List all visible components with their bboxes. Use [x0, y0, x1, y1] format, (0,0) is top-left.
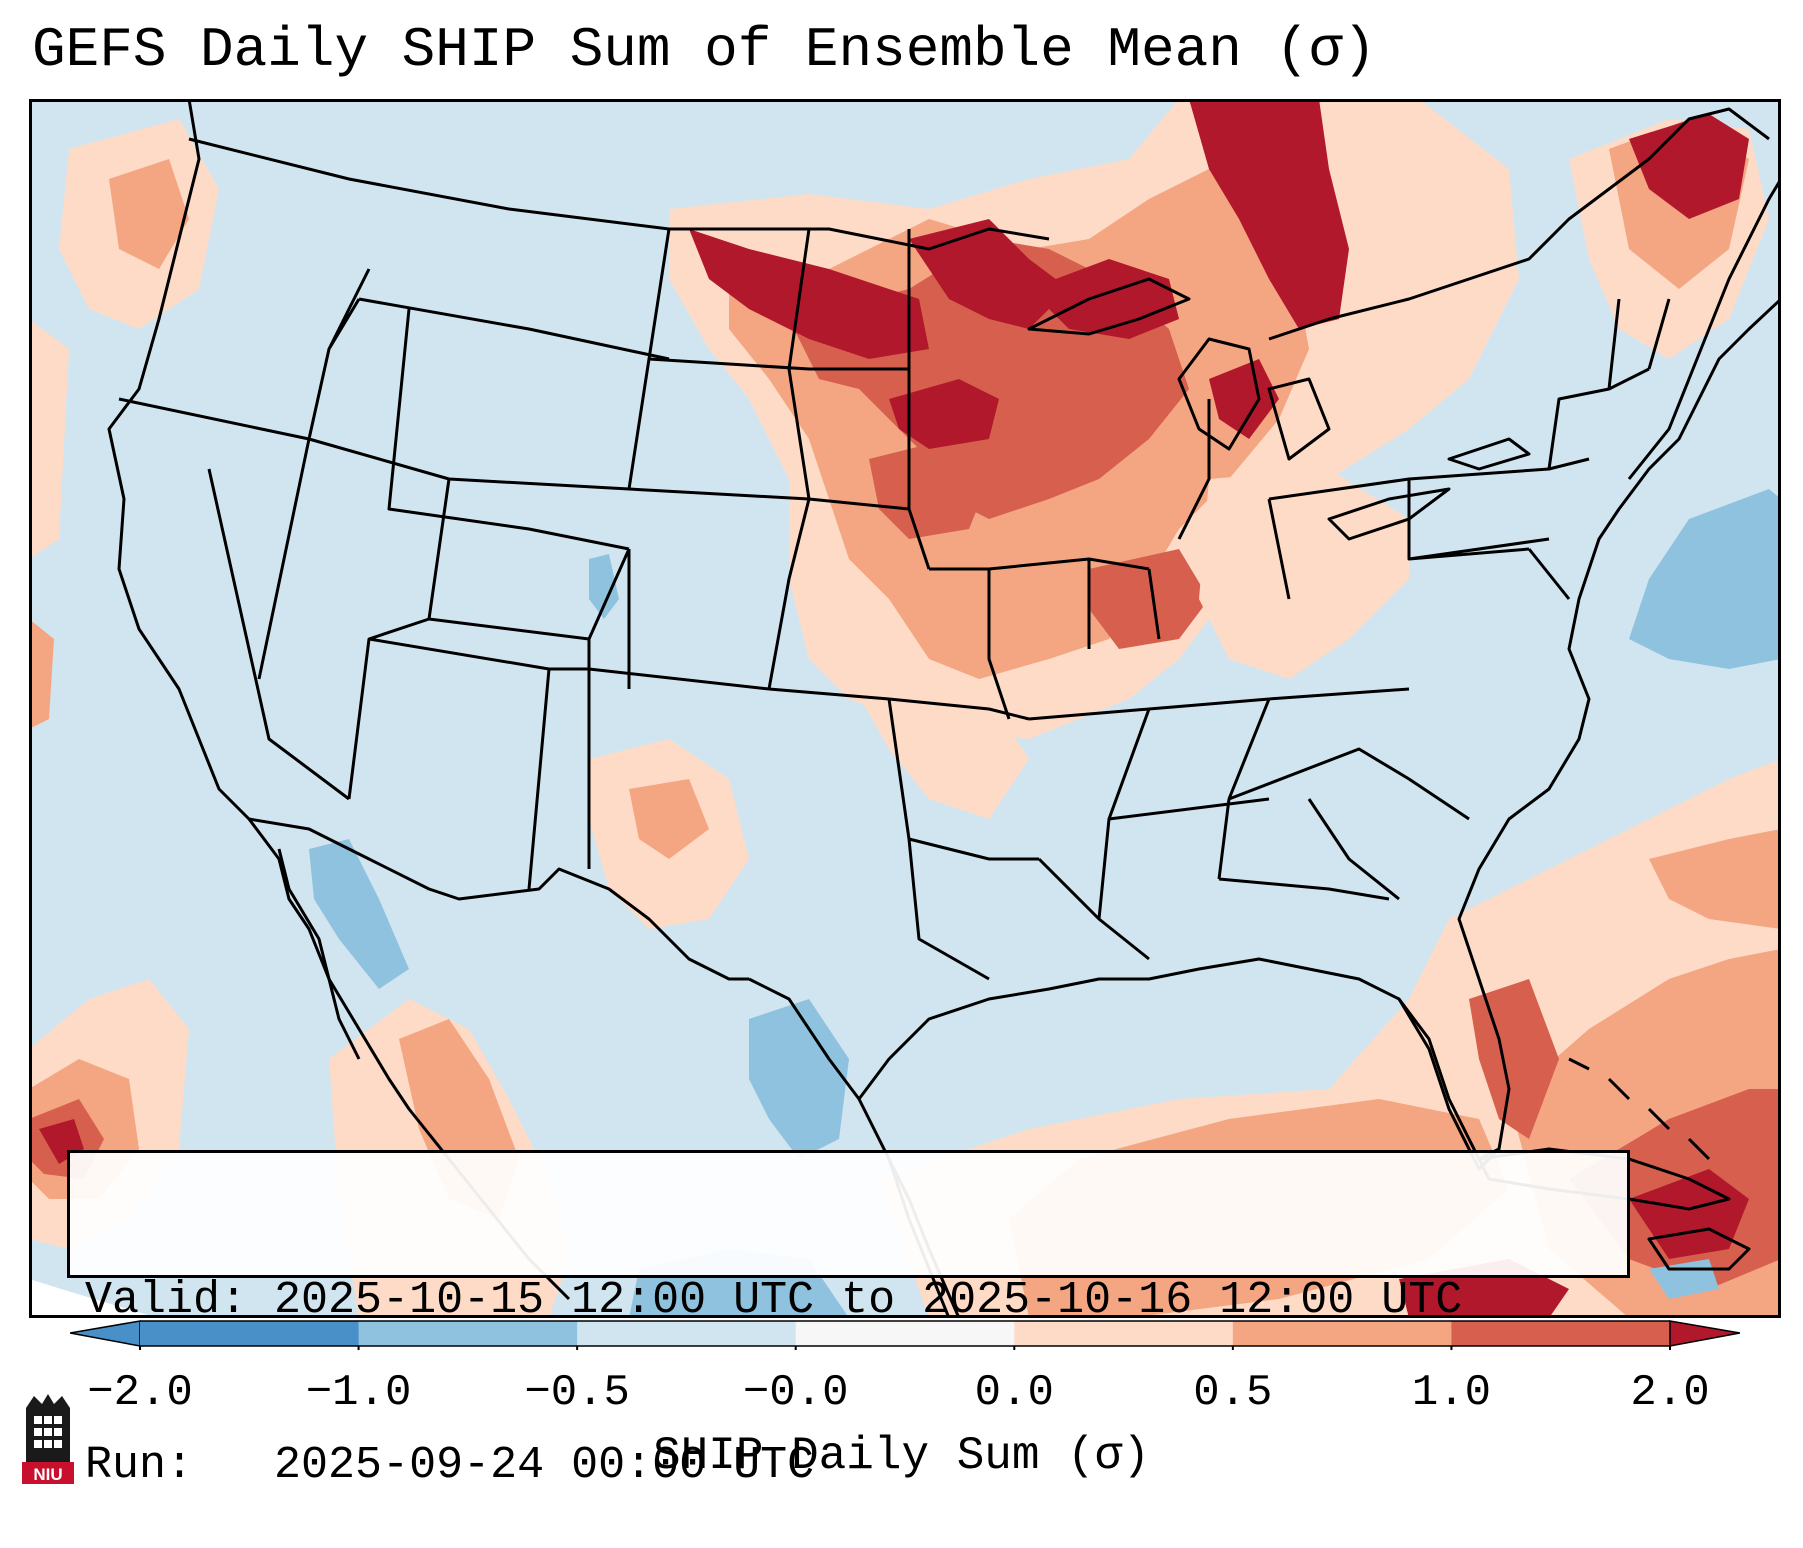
anomaly-stx-neg	[749, 999, 849, 1159]
colorbar-label: SHIP Daily Sum (σ)	[653, 1430, 1150, 1482]
colorbar-tick-label: 0.0	[974, 1368, 1054, 1418]
colorbar-tick-label: −1.0	[305, 1368, 412, 1418]
coastline-ne	[1627, 178, 1781, 480]
logo-banner	[22, 1462, 74, 1484]
map-panel	[29, 99, 1781, 1318]
colorbar-extend-low	[70, 1320, 141, 1347]
colorbar-tick-label: 0.5	[1193, 1368, 1273, 1418]
anomaly-iowa	[869, 439, 989, 539]
colorbar-bin	[358, 1321, 578, 1346]
run-label: Run:	[85, 1440, 194, 1491]
anomaly-ohio	[1199, 469, 1409, 679]
colorbar	[70, 1320, 1740, 1350]
anomaly-illinois	[1089, 549, 1209, 649]
great-lakes	[1027, 277, 1531, 541]
colorbar-bin	[1451, 1321, 1671, 1346]
colorbar-bin	[795, 1321, 1015, 1346]
anomaly-westedge	[29, 319, 69, 559]
colorbar-tick-label: −0.0	[742, 1368, 849, 1418]
border-mexico	[248, 817, 749, 981]
colorbar-bin	[577, 1321, 797, 1346]
colorbar-tick-label: −0.5	[524, 1368, 630, 1418]
colorbar-extend-high	[1669, 1320, 1740, 1347]
map-frame	[29, 99, 1781, 1318]
border-canada	[188, 137, 1050, 251]
niu-logo: NIU	[22, 1394, 74, 1484]
domain-edge	[29, 1279, 159, 1318]
colorbar-tick-label: −2.0	[87, 1368, 193, 1418]
colorbar-bin	[1014, 1321, 1234, 1346]
anomaly-ontario	[1189, 99, 1349, 329]
valid-label: Valid:	[85, 1275, 248, 1326]
anomaly-atl-mid2	[1649, 829, 1781, 929]
anomaly-co-neg	[589, 554, 619, 619]
coastline-west	[107, 99, 571, 1301]
colorbar-outline	[140, 1320, 1670, 1347]
valid-run-box: Valid: 2025-10-15 12:00 UTC to 2025-10-1…	[67, 1150, 1630, 1491]
valid-row: Valid: 2025-10-15 12:00 UTC to 2025-10-1…	[85, 1273, 1627, 1328]
valid-value: 2025-10-15 12:00 UTC to 2025-10-16 12:00…	[274, 1275, 1463, 1326]
border-canada-east	[1268, 107, 1770, 341]
anomaly-mn	[909, 219, 1069, 329]
anomaly-nm-mid	[629, 779, 709, 859]
island-bahamas	[1568, 1057, 1711, 1161]
boundaries	[107, 99, 1781, 1318]
anomaly-neb	[889, 379, 999, 449]
anomaly-westedge2	[29, 619, 54, 729]
state-lines	[118, 228, 1671, 981]
island-hispaniola	[1647, 1227, 1751, 1271]
anomaly-gulfca-neg	[309, 839, 409, 989]
anomaly-atlne-neg	[1629, 489, 1781, 669]
colorbar-bin	[140, 1321, 360, 1346]
anomaly-ne-high	[1629, 114, 1749, 219]
colorbar-tick-label: 1.0	[1411, 1368, 1492, 1418]
run-value: 2025-09-24 00:00 UTC	[274, 1440, 815, 1491]
logo-text: NIU	[33, 1465, 62, 1484]
anomaly-nd	[689, 229, 929, 359]
logo-windows	[34, 1416, 62, 1448]
anomaly-pnw-mid	[109, 159, 189, 269]
coastline-baja	[277, 848, 361, 1060]
coastline-gulf-us	[857, 297, 1781, 1171]
chart-title: GEFS Daily SHIP Sum of Ensemble Mean (σ)	[32, 18, 1377, 82]
anomaly-mich	[1209, 359, 1279, 439]
colorbar-tick-label: 2.0	[1630, 1368, 1710, 1418]
run-row: Run: 2025-09-24 00:00 UTC	[85, 1438, 1627, 1493]
colorbar-bin	[1232, 1321, 1452, 1346]
